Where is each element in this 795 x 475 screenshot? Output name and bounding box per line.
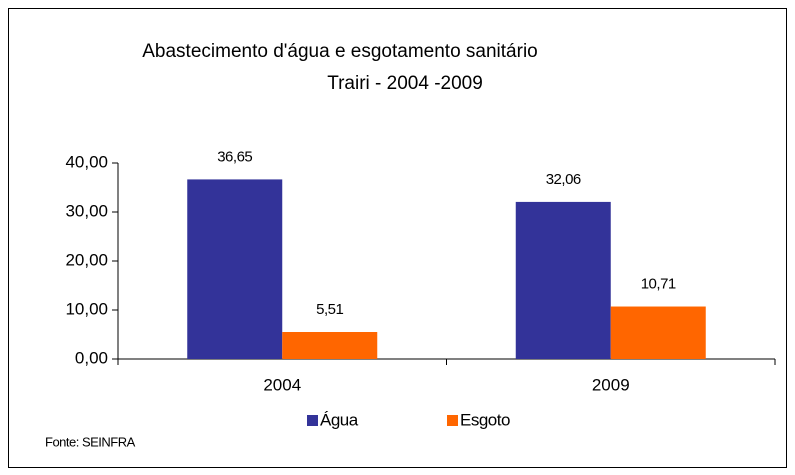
chart-subtitle: Trairi - 2004 -2009 bbox=[327, 73, 483, 94]
bar bbox=[515, 201, 611, 359]
y-tick-label: 30,00 bbox=[65, 201, 108, 220]
data-label: 32,06 bbox=[546, 171, 581, 188]
x-tick-label: 2004 bbox=[263, 375, 301, 394]
legend-label: Água bbox=[320, 410, 359, 429]
data-label: 36,65 bbox=[217, 148, 252, 165]
legend-swatch bbox=[307, 415, 318, 426]
bar bbox=[187, 179, 283, 359]
y-tick-label: 20,00 bbox=[65, 250, 108, 269]
y-tick-label: 10,00 bbox=[65, 299, 108, 318]
y-tick-label: 0,00 bbox=[75, 348, 108, 367]
source-note: Fonte: SEINFRA bbox=[45, 434, 136, 449]
data-label: 10,71 bbox=[641, 275, 676, 292]
legend-swatch bbox=[447, 415, 458, 426]
bar bbox=[282, 332, 378, 359]
y-tick-label: 40,00 bbox=[65, 152, 108, 171]
chart-title: Abastecimento d'água e esgotamento sanit… bbox=[142, 41, 538, 62]
x-tick-label: 2009 bbox=[592, 375, 630, 394]
data-label: 5,51 bbox=[316, 301, 343, 318]
bar bbox=[610, 306, 706, 359]
legend-label: Esgoto bbox=[460, 410, 510, 429]
chart-frame bbox=[8, 8, 787, 468]
